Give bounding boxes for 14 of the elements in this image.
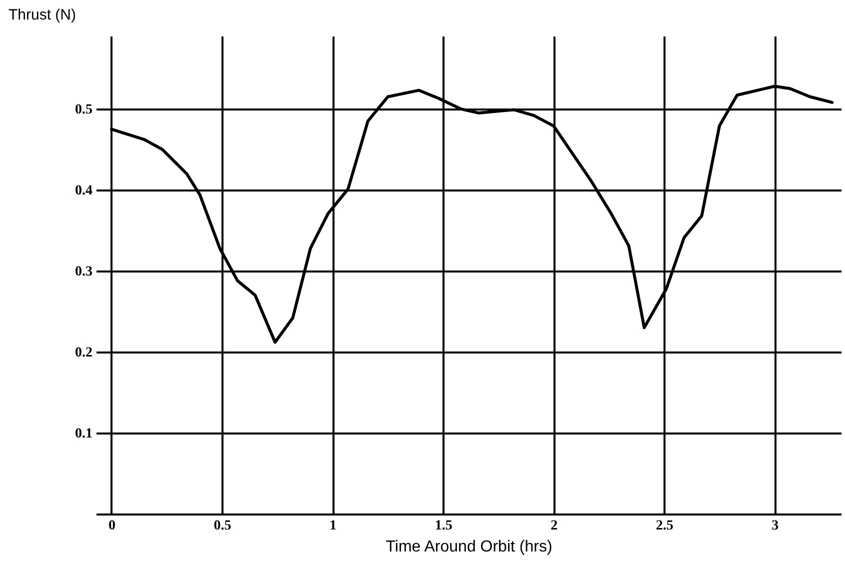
y-tick-label: 0.1 bbox=[75, 426, 92, 442]
x-tick-label: 3 bbox=[772, 518, 779, 534]
x-tick-label: 0 bbox=[108, 518, 116, 534]
y-tick-label: 0.3 bbox=[75, 264, 92, 280]
x-tick-label: 1 bbox=[330, 518, 337, 534]
y-tick-label: 0.4 bbox=[75, 183, 92, 198]
x-tick-label: 0.5 bbox=[214, 518, 232, 534]
x-axis-title: Time Around Orbit (hrs) bbox=[386, 538, 552, 556]
y-axis-title: Thrust (N) bbox=[8, 6, 76, 24]
y-tick-label: 0.5 bbox=[75, 102, 92, 118]
x-tick-label: 2.5 bbox=[656, 518, 674, 534]
y-tick-label: 0.2 bbox=[75, 345, 92, 360]
x-tick-label: 2 bbox=[550, 518, 558, 534]
x-tick-label: 1.5 bbox=[434, 518, 452, 534]
